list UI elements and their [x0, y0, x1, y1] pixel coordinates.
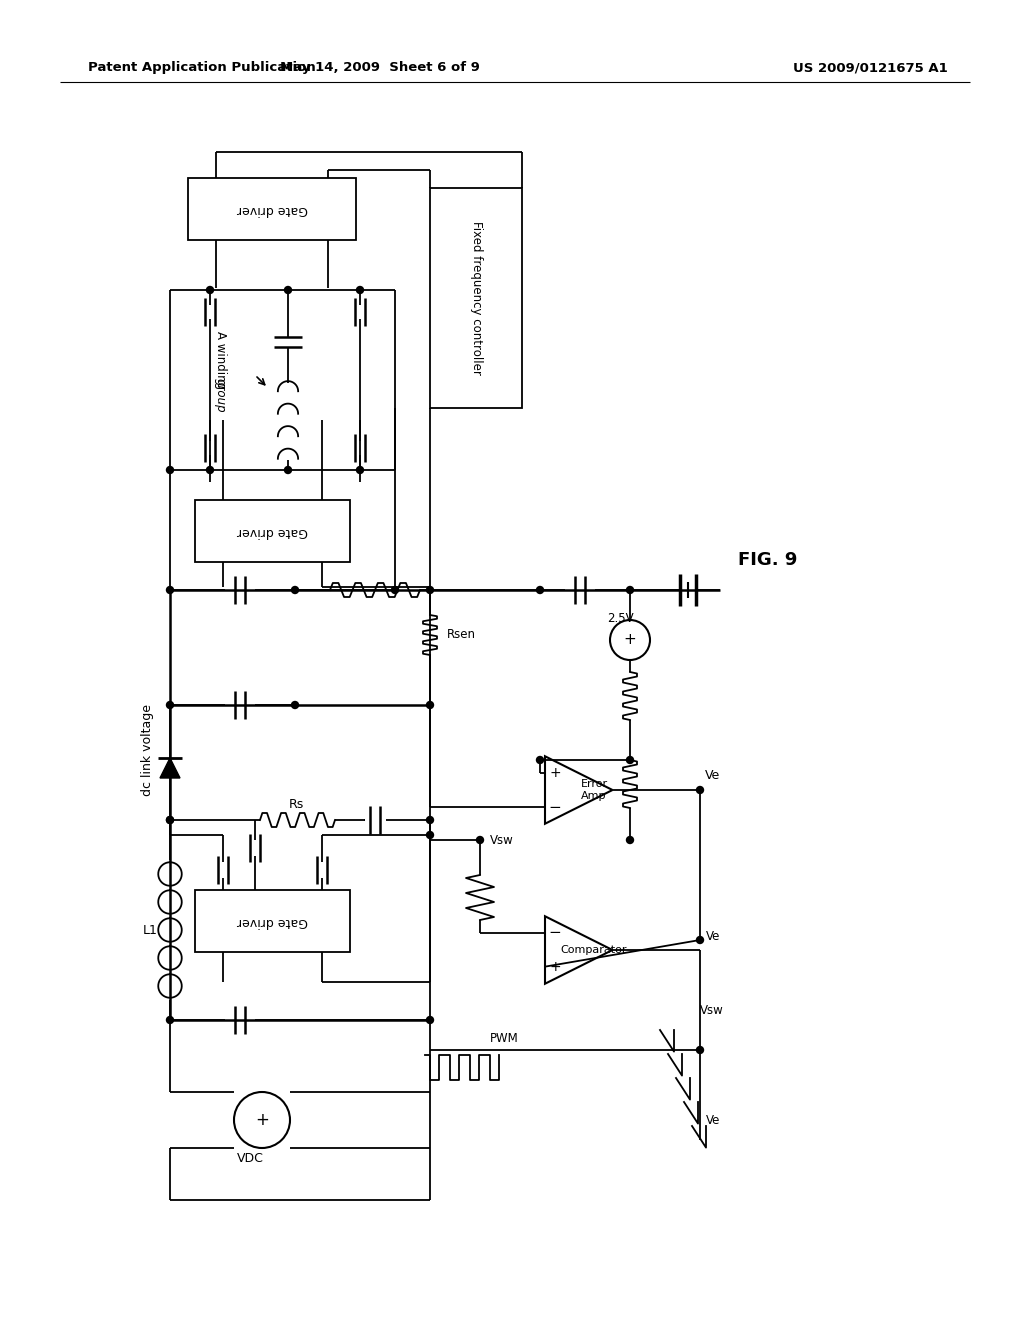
Circle shape — [476, 837, 483, 843]
Circle shape — [356, 286, 364, 293]
Text: PWM: PWM — [490, 1031, 519, 1044]
Circle shape — [627, 586, 634, 594]
Text: group: group — [213, 378, 226, 412]
Text: Ve: Ve — [706, 929, 720, 942]
Circle shape — [427, 701, 433, 709]
Text: +: + — [549, 766, 561, 780]
Text: Vsw: Vsw — [700, 1003, 724, 1016]
Circle shape — [427, 832, 433, 838]
Circle shape — [285, 466, 292, 474]
Text: Gate driver: Gate driver — [237, 915, 308, 928]
Text: −: − — [549, 800, 561, 814]
Text: FIG. 9: FIG. 9 — [738, 550, 798, 569]
Circle shape — [207, 286, 213, 293]
Circle shape — [627, 756, 634, 763]
Circle shape — [167, 466, 173, 474]
Circle shape — [292, 701, 299, 709]
Text: Gate driver: Gate driver — [237, 524, 308, 537]
Circle shape — [207, 466, 213, 474]
Circle shape — [696, 1047, 703, 1053]
Text: Ve: Ve — [706, 1114, 720, 1126]
Circle shape — [391, 586, 398, 594]
Circle shape — [627, 837, 634, 843]
Text: A winding: A winding — [213, 331, 226, 389]
Bar — [188, 178, 356, 240]
Text: dc link voltage: dc link voltage — [141, 704, 155, 796]
Text: −: − — [549, 925, 561, 940]
Bar — [195, 500, 350, 562]
Circle shape — [292, 586, 299, 594]
Circle shape — [427, 1016, 433, 1023]
Circle shape — [167, 817, 173, 824]
Text: Fixed frequency controller: Fixed frequency controller — [469, 220, 482, 375]
Text: 2.5V: 2.5V — [606, 611, 633, 624]
Circle shape — [167, 817, 173, 824]
Text: US 2009/0121675 A1: US 2009/0121675 A1 — [793, 62, 947, 74]
Text: Vsw: Vsw — [490, 833, 514, 846]
Circle shape — [285, 286, 292, 293]
Text: +: + — [255, 1111, 269, 1129]
Text: Comparator: Comparator — [561, 945, 628, 954]
Text: L1: L1 — [142, 924, 158, 936]
Text: VDC: VDC — [237, 1151, 263, 1164]
Text: +: + — [549, 960, 561, 974]
Bar — [195, 890, 350, 952]
Polygon shape — [160, 758, 180, 777]
Circle shape — [427, 586, 433, 594]
Circle shape — [537, 586, 544, 594]
Circle shape — [696, 936, 703, 944]
Circle shape — [696, 787, 703, 793]
Circle shape — [427, 817, 433, 824]
Text: Rsen: Rsen — [447, 628, 476, 642]
Circle shape — [356, 466, 364, 474]
Text: Rs: Rs — [289, 797, 304, 810]
Circle shape — [167, 586, 173, 594]
Bar — [430, 187, 522, 408]
Text: May 14, 2009  Sheet 6 of 9: May 14, 2009 Sheet 6 of 9 — [280, 62, 480, 74]
Circle shape — [167, 1016, 173, 1023]
Text: +: + — [624, 632, 636, 648]
Text: Ve: Ve — [705, 770, 720, 781]
Text: Patent Application Publication: Patent Application Publication — [88, 62, 315, 74]
Circle shape — [167, 701, 173, 709]
Text: Gate driver: Gate driver — [237, 202, 307, 215]
Circle shape — [537, 756, 544, 763]
Text: Error
Amp: Error Amp — [581, 779, 607, 801]
